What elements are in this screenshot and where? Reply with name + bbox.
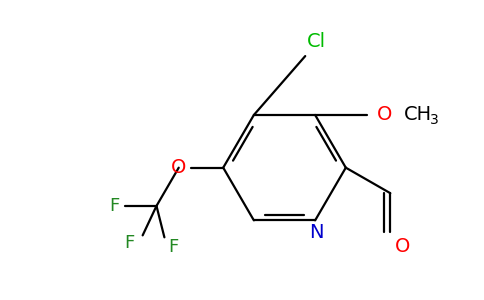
Text: O: O [377,106,392,124]
Text: Cl: Cl [307,32,326,51]
Text: N: N [309,223,323,242]
Text: 3: 3 [430,113,439,127]
Text: F: F [110,197,120,215]
Text: CH: CH [404,106,432,124]
Text: O: O [395,237,410,256]
Text: F: F [168,238,179,256]
Text: F: F [124,234,135,252]
Text: O: O [171,158,187,177]
